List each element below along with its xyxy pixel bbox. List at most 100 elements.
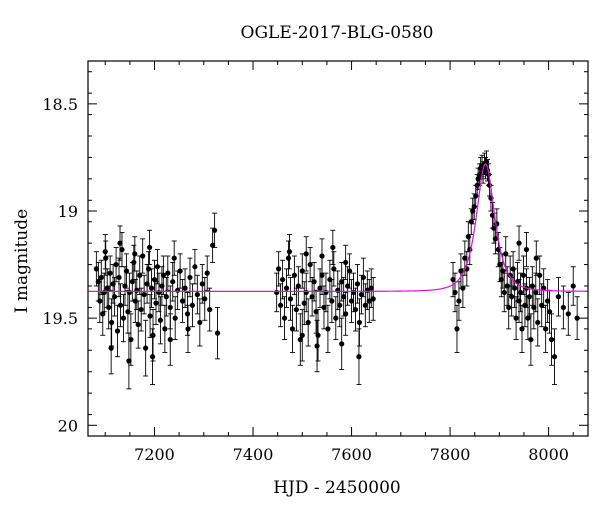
data-point bbox=[498, 276, 504, 283]
data-point bbox=[473, 193, 479, 199]
data-point bbox=[107, 270, 113, 276]
data-point bbox=[170, 279, 176, 285]
data-point bbox=[278, 302, 284, 308]
data-point bbox=[471, 204, 477, 210]
data-point bbox=[212, 227, 218, 233]
data-point bbox=[350, 289, 357, 296]
data-point bbox=[551, 354, 558, 360]
data-point bbox=[194, 291, 200, 298]
data-point bbox=[287, 296, 294, 302]
data-point bbox=[132, 251, 138, 257]
x-tick-label: 7600 bbox=[331, 445, 372, 464]
data-point bbox=[214, 330, 221, 336]
data-point bbox=[113, 261, 119, 268]
data-point bbox=[522, 302, 528, 308]
data-point bbox=[197, 319, 203, 326]
data-point bbox=[153, 300, 159, 306]
data-point bbox=[543, 326, 549, 332]
data-point bbox=[354, 281, 361, 287]
data-point bbox=[468, 219, 474, 225]
data-point bbox=[202, 296, 208, 302]
data-point bbox=[177, 268, 183, 274]
data-point bbox=[327, 276, 333, 283]
data-point bbox=[293, 306, 299, 313]
data-point bbox=[102, 249, 108, 255]
data-point bbox=[148, 285, 155, 291]
x-tick-label: 7400 bbox=[233, 445, 274, 464]
data-point bbox=[501, 289, 507, 296]
ticks-layer bbox=[88, 61, 588, 437]
y-tick-label: 18.5 bbox=[42, 95, 78, 114]
data-point bbox=[112, 294, 118, 300]
data-point bbox=[154, 264, 161, 270]
data-point bbox=[565, 311, 571, 317]
data-point bbox=[470, 208, 476, 214]
data-point bbox=[199, 281, 205, 287]
data-point bbox=[358, 291, 364, 298]
data-point bbox=[119, 246, 125, 253]
data-point bbox=[465, 234, 471, 240]
data-point bbox=[95, 279, 101, 285]
data-point bbox=[274, 289, 280, 296]
data-point bbox=[526, 294, 532, 300]
data-point bbox=[126, 289, 132, 296]
data-point bbox=[184, 311, 191, 317]
data-point bbox=[101, 289, 107, 296]
data-point bbox=[299, 268, 305, 274]
data-point bbox=[460, 285, 466, 291]
data-point bbox=[123, 268, 130, 274]
data-point bbox=[146, 244, 153, 251]
data-point bbox=[116, 274, 122, 281]
data-point bbox=[117, 240, 123, 246]
data-point bbox=[151, 276, 158, 283]
data-point bbox=[210, 242, 216, 248]
data-point bbox=[317, 285, 323, 291]
data-point bbox=[541, 285, 547, 291]
data-point bbox=[362, 302, 368, 308]
data-point bbox=[325, 326, 331, 332]
data-point bbox=[520, 272, 527, 278]
data-point bbox=[100, 311, 106, 317]
data-point bbox=[160, 272, 166, 278]
data-point bbox=[295, 283, 301, 289]
data-point bbox=[125, 309, 131, 315]
data-point bbox=[497, 261, 503, 268]
data-point bbox=[156, 289, 162, 296]
data-point bbox=[303, 289, 309, 296]
data-point bbox=[120, 315, 127, 321]
model-layer bbox=[88, 163, 589, 292]
data-point bbox=[281, 315, 288, 321]
data-points-layer bbox=[93, 159, 580, 364]
data-point bbox=[462, 255, 468, 261]
data-point bbox=[454, 326, 460, 332]
data-point bbox=[167, 304, 173, 311]
data-point bbox=[516, 298, 522, 304]
data-point bbox=[474, 182, 480, 188]
data-point bbox=[114, 328, 121, 334]
y-tick-label: 19 bbox=[58, 202, 78, 221]
data-point bbox=[506, 304, 512, 311]
data-point bbox=[143, 345, 149, 351]
data-point bbox=[97, 298, 103, 304]
data-point bbox=[517, 289, 524, 296]
data-point bbox=[108, 345, 114, 351]
data-point bbox=[182, 285, 188, 291]
x-axis-label: HJD - 2450000 bbox=[273, 478, 401, 498]
data-point bbox=[135, 321, 141, 328]
data-point bbox=[172, 315, 178, 321]
data-point bbox=[356, 354, 362, 360]
data-point bbox=[512, 285, 518, 291]
data-point bbox=[545, 298, 551, 304]
data-point bbox=[301, 300, 307, 306]
data-point bbox=[138, 306, 144, 313]
data-point bbox=[131, 259, 137, 266]
data-point bbox=[303, 251, 309, 257]
data-point bbox=[117, 302, 124, 308]
data-point bbox=[110, 281, 116, 287]
data-point bbox=[531, 304, 537, 311]
data-point bbox=[500, 268, 506, 274]
data-point bbox=[339, 279, 345, 285]
data-point bbox=[528, 336, 534, 343]
data-point bbox=[346, 268, 353, 274]
